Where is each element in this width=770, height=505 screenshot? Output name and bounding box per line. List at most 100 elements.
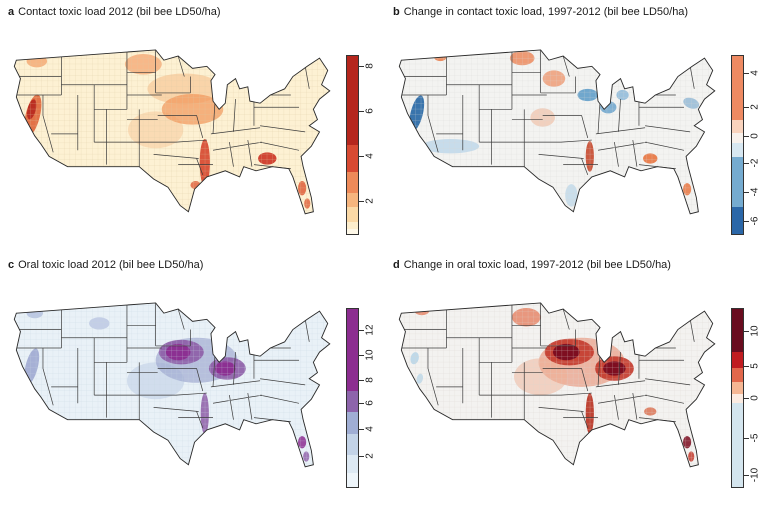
us-map-oral-toxic-load-2012	[13, 302, 331, 468]
colorbar-contact-toxic-load: 8 6 4 2	[346, 55, 384, 237]
colorbar-segment	[732, 132, 743, 144]
colorbar-tick-mark	[744, 162, 749, 164]
county-grid	[399, 302, 715, 467]
panel-c-title: c Oral toxic load 2012 (bil bee LD50/ha)	[8, 259, 203, 271]
colorbar-tick-mark	[744, 107, 749, 109]
colorbar-segment	[732, 403, 743, 487]
panel-c-title-text: Oral toxic load 2012 (bil bee LD50/ha)	[18, 259, 204, 271]
us-map-change-contact-toxic-load	[398, 49, 716, 215]
colorbar-tick-label: -10	[749, 468, 761, 483]
colorbar-segment	[347, 309, 358, 391]
colorbar-tick-label: 6	[364, 400, 376, 407]
colorbar-tick-label: 12	[364, 324, 376, 336]
colorbar-tick-mark	[744, 397, 749, 399]
colorbar-segment	[347, 433, 358, 455]
panel-c: c Oral toxic load 2012 (bil bee LD50/ha) …	[0, 253, 385, 505]
colorbar-tick-label: 4	[364, 153, 376, 159]
colorbar-tick-mark	[359, 110, 364, 112]
colorbar-tick-label: -4	[749, 187, 761, 197]
colorbar-tick-mark	[359, 155, 364, 157]
colorbar-tick-mark	[359, 428, 364, 430]
us-outline	[398, 302, 716, 468]
colorbar-segment	[732, 207, 743, 234]
colorbar-tick-label: 8	[364, 377, 376, 383]
colorbar-segment	[347, 207, 358, 222]
colorbar-segment	[347, 145, 358, 172]
panel-d: d Change in oral toxic load, 1997-2012 (b…	[385, 253, 770, 505]
colorbar-segment	[732, 381, 743, 395]
colorbar-segment	[732, 120, 743, 133]
colorbar-segment	[732, 367, 743, 382]
colorbar-tick-mark	[744, 135, 749, 137]
colorbar-segment	[347, 412, 358, 434]
panel-b-label: b	[393, 6, 400, 18]
colorbar-tick-label: 2	[364, 452, 376, 459]
panel-d-title-text: Change in oral toxic load, 1997-2012 (bi…	[403, 259, 671, 271]
colorbar-tick-label: 2	[364, 198, 376, 204]
colorbar-tick-label: 0	[749, 133, 761, 139]
colorbar-tick-label: 8	[364, 63, 376, 69]
colorbar-scale	[731, 55, 744, 235]
colorbar-tick-label: 4	[364, 425, 376, 432]
panel-c-label: c	[8, 259, 15, 271]
colorbar-segment	[347, 390, 358, 413]
colorbar-tick-mark	[744, 437, 749, 439]
colorbar-tick-label: 4	[749, 70, 761, 76]
panel-a-title: a Contact toxic load 2012 (bil bee LD50/h…	[8, 6, 221, 18]
colorbar-scale	[731, 308, 744, 488]
panel-d-title: d Change in oral toxic load, 1997-2012 (b…	[393, 259, 671, 271]
colorbar-segment	[347, 454, 358, 473]
colorbar-tick-label: 0	[749, 395, 761, 401]
colorbar-tick-mark	[359, 65, 364, 67]
colorbar-segment	[732, 157, 743, 208]
colorbar-segment	[732, 309, 743, 352]
us-outline	[13, 302, 331, 468]
colorbar-tick-mark	[359, 354, 364, 356]
colorbar-segment	[732, 351, 743, 368]
colorbar-tick-label: -2	[749, 158, 761, 168]
colorbar-tick-label: -5	[749, 433, 761, 443]
colorbar-segment	[347, 472, 358, 487]
panel-b-title: b Change in contact toxic load, 1997-2012…	[393, 6, 688, 18]
district-boundaries	[401, 49, 695, 175]
colorbar-tick-mark	[359, 379, 364, 381]
colorbar-tick-label: 2	[749, 104, 761, 110]
colorbar-tick-mark	[744, 72, 749, 74]
colorbar-tick-mark	[359, 403, 364, 405]
colorbar-change-contact-toxic-load: 4 2 0 -2 -4 -6	[731, 55, 769, 237]
colorbar-segment	[732, 56, 743, 121]
colorbar-tick-label: 6	[364, 108, 376, 114]
panel-b-title-text: Change in contact toxic load, 1997-2012 …	[403, 6, 689, 18]
us-outline	[398, 49, 716, 215]
us-map-contact-toxic-load-2012	[13, 49, 331, 215]
colorbar-segment	[347, 56, 358, 145]
county-grid	[399, 49, 715, 214]
colorbar-tick-mark	[359, 455, 364, 457]
colorbar-tick-mark	[744, 220, 749, 222]
county-grid	[14, 49, 330, 214]
panel-a-title-text: Contact toxic load 2012 (bil bee LD50/ha…	[18, 6, 221, 18]
panel-a: a Contact toxic load 2012 (bil bee LD50/h…	[0, 0, 385, 252]
colorbar-segment	[347, 171, 358, 194]
colorbar-segment	[347, 228, 358, 234]
colorbar-tick-mark	[744, 365, 749, 367]
colorbar-tick-mark	[359, 329, 364, 331]
colorbar-scale	[346, 55, 359, 235]
colorbar-segment	[732, 143, 743, 158]
us-outline	[13, 49, 331, 215]
colorbar-tick-mark	[744, 331, 749, 333]
colorbar-oral-toxic-load: 12 10 8 6 4 2	[346, 308, 384, 490]
colorbar-segment	[347, 221, 358, 229]
colorbar-change-oral-toxic-load: 10 5 0 -5 -10	[731, 308, 769, 490]
us-map-change-oral-toxic-load	[398, 302, 716, 468]
colorbar-tick-label: -6	[749, 216, 761, 226]
colorbar-tick-label: 10	[364, 349, 376, 361]
district-boundaries	[16, 49, 310, 175]
colorbar-segment	[347, 193, 358, 208]
county-grid	[14, 302, 330, 467]
panel-d-label: d	[393, 259, 400, 271]
panel-b: b Change in contact toxic load, 1997-2012…	[385, 0, 770, 252]
colorbar-tick-mark	[744, 475, 749, 477]
colorbar-tick-label: 5	[749, 362, 761, 369]
